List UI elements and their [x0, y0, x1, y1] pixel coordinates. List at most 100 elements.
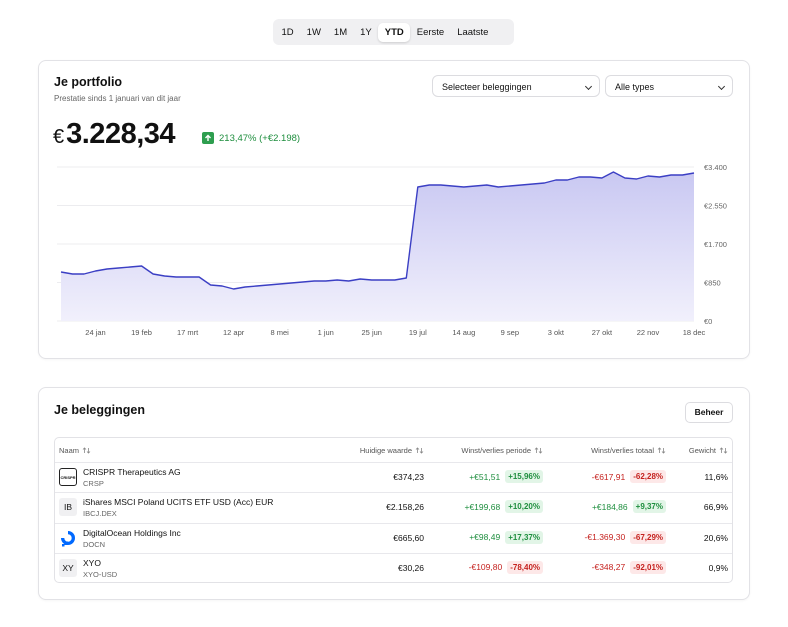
portfolio-subtitle: Prestatie sinds 1 januari van dit jaar: [54, 94, 181, 103]
asset-icon: CRISPR: [59, 468, 77, 486]
x-tick-label: 12 apr: [223, 328, 245, 337]
asset-icon: [59, 528, 77, 547]
column-label: Gewicht: [688, 446, 716, 455]
weight: 20,6%: [703, 532, 728, 543]
sort-icon: [719, 447, 728, 454]
x-tick-label: 17 mrt: [177, 328, 199, 337]
total-amount: +€184,86: [591, 501, 628, 512]
chart: €0 €850 €1.700 €2.550 €3.400 24 jan 19 feb 17 m…: [57, 163, 727, 337]
column-header[interactable]: Winst/verlies totaal: [591, 446, 666, 455]
total-result: -€1.369,30 -67,29%: [584, 530, 666, 544]
logo: [61, 530, 75, 547]
range-tabs: 1D 1W 1M 1Y YTD Eerste Laatste: [273, 19, 514, 45]
total-percent: +9,37%: [632, 500, 666, 514]
asset-ticker: CRSP: [83, 479, 104, 488]
range-tab[interactable]: 1D: [281, 26, 294, 38]
asset-ticker: DOCN: [83, 539, 106, 549]
change-text: 213,47% (+€2.198): [219, 132, 301, 144]
range-tab[interactable]: Laatste: [457, 26, 489, 38]
period-amount: +€199,68: [464, 501, 501, 512]
x-tick-label: 8 mei: [271, 328, 290, 337]
period-percent: +10,20%: [505, 500, 543, 514]
filter-dropdown[interactable]: Selecteer beleggingen: [432, 75, 600, 97]
range-tab[interactable]: 1Y: [360, 26, 372, 38]
area: [61, 172, 694, 321]
period-result: +€199,68 +10,20%: [464, 500, 543, 514]
x-tick-label: 27 okt: [592, 328, 613, 337]
portfolio-title: Je portfolio: [54, 75, 123, 89]
range-tab[interactable]: 1W: [306, 26, 321, 38]
x-tick-label: 19 jul: [409, 328, 427, 337]
period-amount: -€109,80: [468, 562, 503, 573]
asset-ticker: IBCJ.DEX: [83, 509, 117, 519]
period-amount: +€98,49: [469, 532, 501, 543]
holdings-title: Je beleggingen: [54, 403, 145, 417]
asset-name: iShares MSCI Poland UCITS ETF USD (Acc) …: [83, 497, 274, 508]
asset-name: CRISPR Therapeutics AG: [83, 467, 181, 477]
y-tick-label: €1.700: [704, 240, 727, 249]
x-tick-label: 1 jun: [318, 328, 334, 337]
x-tick-label: 22 nov: [637, 328, 660, 337]
period-result: +€98,49 +17,37%: [469, 530, 543, 544]
current-value: €374,23: [393, 472, 424, 482]
value: 3.228,34: [66, 118, 176, 150]
current-value: €665,60: [393, 532, 424, 543]
x-tick-label: 18 dec: [683, 328, 706, 337]
column-label: Huidige waarde: [359, 446, 412, 455]
total-amount: -€617,91: [591, 471, 626, 482]
up-icon: [202, 132, 214, 144]
x-tick-label: 9 sep: [501, 328, 519, 337]
column-header[interactable]: Winst/verlies periode: [461, 446, 543, 455]
y-tick-label: €850: [704, 279, 721, 288]
column-header[interactable]: Naam: [59, 446, 91, 455]
sort-icon: [534, 447, 543, 454]
filter-dropdown[interactable]: Alle types: [605, 75, 733, 97]
portfolio-value: € 3.228,34: [53, 118, 176, 151]
icon-text: CRISPR: [60, 474, 76, 480]
current-value: €30,26: [398, 562, 424, 573]
total-percent: -62,28%: [630, 470, 666, 483]
asset-name: XYO: [83, 557, 101, 568]
period-percent: +17,37%: [505, 530, 543, 544]
range-tab[interactable]: Eerste: [416, 26, 445, 38]
period-amount: +€51,51: [469, 471, 501, 482]
total-amount: -€348,27: [591, 562, 626, 573]
y-tick-label: €0: [704, 317, 712, 326]
period-percent: -78,40%: [507, 560, 543, 574]
asset-ticker: XYO-USD: [83, 569, 118, 579]
total-percent: -67,29%: [630, 530, 666, 544]
total-amount: -€1.369,30: [584, 532, 626, 543]
column-label: Naam: [59, 446, 80, 455]
filter-label: Selecteer beleggingen: [442, 82, 532, 92]
column-header[interactable]: Gewicht: [689, 446, 728, 455]
range-tab[interactable]: YTD: [378, 22, 411, 42]
period-percent: +15,96%: [505, 470, 543, 483]
range-tab[interactable]: 1M: [333, 26, 348, 38]
x-tick-label: 3 okt: [548, 328, 565, 337]
weight: 66,9%: [703, 502, 728, 513]
currency: €: [53, 126, 65, 148]
filter-label: Alle types: [615, 82, 655, 92]
portfolio-change: 213,47% (+€2.198): [202, 132, 300, 144]
sort-icon: [657, 447, 666, 454]
row-divider: [55, 462, 732, 463]
asset-icon: IB: [59, 498, 77, 517]
weight: 0,9%: [708, 562, 728, 573]
holdings-table: [54, 437, 733, 583]
x-tick-label: 19 feb: [131, 328, 152, 337]
column-label: Winst/verlies periode: [461, 446, 531, 455]
icon-text: XY: [62, 562, 74, 573]
asset-name: DigitalOcean Holdings Inc: [83, 527, 181, 538]
total-result: -€348,27 -92,01%: [591, 560, 666, 574]
total-percent: -92,01%: [630, 560, 666, 574]
y-tick-label: €3.400: [704, 163, 727, 172]
row-divider: [55, 522, 732, 524]
period-result: +€51,51 +15,96%: [469, 470, 543, 483]
column-header[interactable]: Huidige waarde: [360, 446, 424, 455]
manage-button[interactable]: Beheer: [685, 402, 733, 423]
total-result: -€617,91 -62,28%: [592, 470, 666, 483]
period-result: -€109,80 -78,40%: [468, 560, 543, 574]
asset-icon: XY: [59, 558, 77, 577]
icon-text: IB: [63, 502, 73, 513]
